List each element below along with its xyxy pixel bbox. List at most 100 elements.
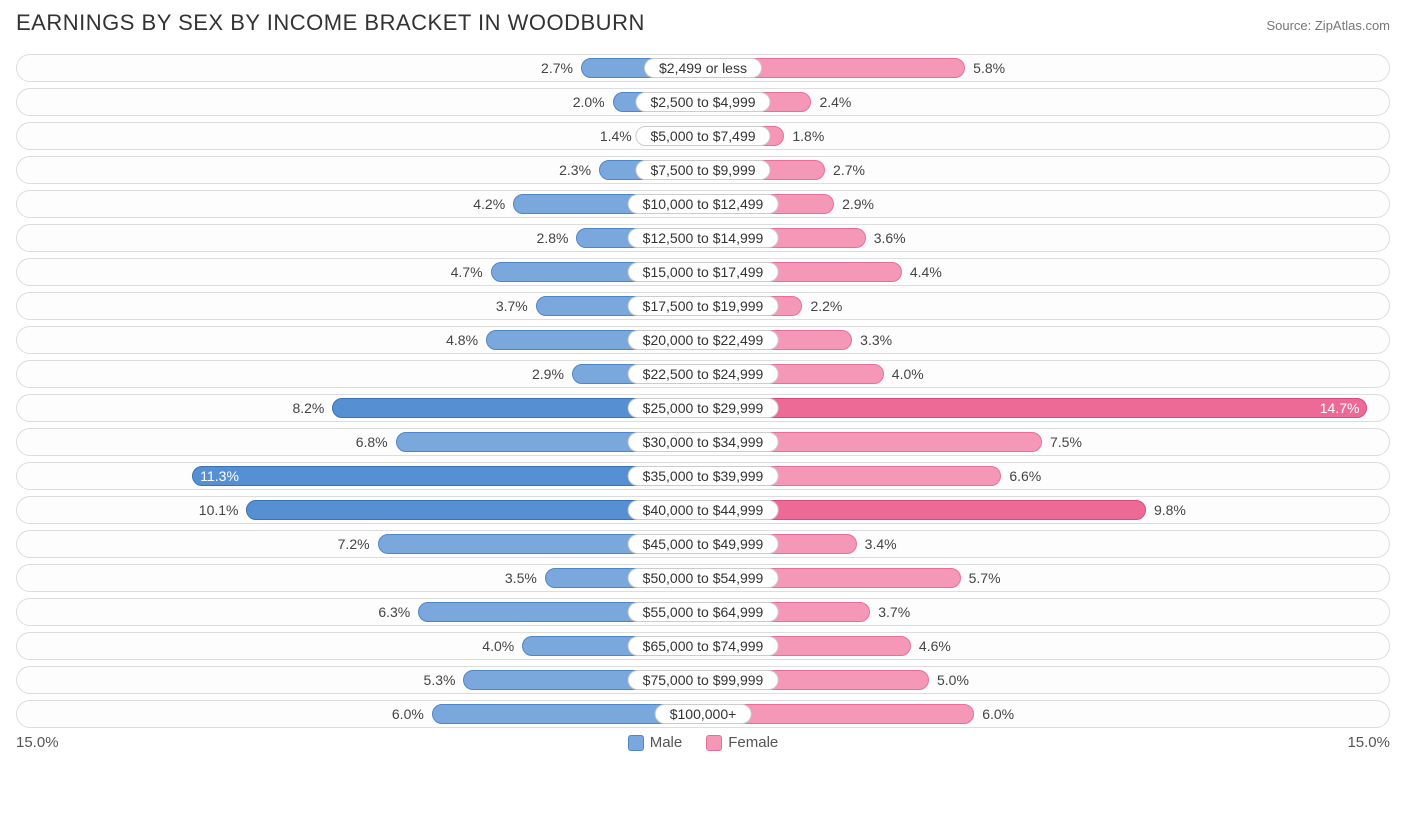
- female-half: 5.7%: [703, 568, 1381, 588]
- female-half: 1.8%: [703, 126, 1381, 146]
- male-half: 8.2%: [25, 398, 703, 418]
- male-value: 6.0%: [384, 706, 432, 722]
- chart-row: 2.3% 2.7% $7,500 to $9,999: [16, 156, 1390, 184]
- female-value: 3.3%: [852, 332, 900, 348]
- male-value: 2.3%: [551, 162, 599, 178]
- male-value: 4.2%: [465, 196, 513, 212]
- female-value: 4.0%: [884, 366, 932, 382]
- male-value: 2.7%: [533, 60, 581, 76]
- female-value: 2.7%: [825, 162, 873, 178]
- category-label: $35,000 to $39,999: [628, 466, 779, 486]
- chart-row: 4.7%4.4%$15,000 to $17,499: [16, 258, 1390, 286]
- female-half: 5.8%: [703, 58, 1381, 78]
- chart-row: 2.8% 3.6% $12,500 to $14,999: [16, 224, 1390, 252]
- female-value: 3.6%: [866, 230, 914, 246]
- legend: Male Female: [76, 734, 1330, 751]
- female-value: 1.8%: [784, 128, 832, 144]
- category-label: $22,500 to $24,999: [628, 364, 779, 384]
- category-label: $55,000 to $64,999: [628, 602, 779, 622]
- legend-female-label: Female: [728, 734, 778, 751]
- axis-max-right: 15.0%: [1330, 734, 1390, 751]
- male-value: 3.5%: [497, 570, 545, 586]
- category-label: $100,000+: [655, 704, 752, 724]
- female-value: 3.4%: [857, 536, 905, 552]
- chart-row: 2.0%2.4%$2,500 to $4,999: [16, 88, 1390, 116]
- chart-row: 5.3%5.0%$75,000 to $99,999: [16, 666, 1390, 694]
- male-half: 6.8%: [25, 432, 703, 452]
- female-value: 5.7%: [961, 570, 1009, 586]
- female-half: 4.0%: [703, 364, 1381, 384]
- male-half: 7.2%: [25, 534, 703, 554]
- male-half: 4.7%: [25, 262, 703, 282]
- female-value: 5.8%: [965, 60, 1013, 76]
- female-half: 3.3%: [703, 330, 1381, 350]
- male-value: 1.4%: [592, 128, 640, 144]
- chart-source: Source: ZipAtlas.com: [1266, 18, 1390, 33]
- female-half: 2.2%: [703, 296, 1381, 316]
- male-value: 4.7%: [443, 264, 491, 280]
- male-half: 3.5%: [25, 568, 703, 588]
- chart-row: 4.2% 2.9% $10,000 to $12,499: [16, 190, 1390, 218]
- chart-row: 3.7%2.2%$17,500 to $19,999: [16, 292, 1390, 320]
- category-label: $12,500 to $14,999: [628, 228, 779, 248]
- axis-max-left: 15.0%: [16, 734, 76, 751]
- chart-row: 4.0%4.6%$65,000 to $74,999: [16, 632, 1390, 660]
- male-half: 2.0%: [25, 92, 703, 112]
- category-label: $7,500 to $9,999: [635, 160, 770, 180]
- female-half: 2.4%: [703, 92, 1381, 112]
- chart-row: 6.3% 3.7% $55,000 to $64,999: [16, 598, 1390, 626]
- diverging-bar-chart: 2.7% 5.8% $2,499 or less 2.0%2.4%$2,500 to …: [16, 54, 1390, 728]
- chart-row: 3.5% 5.7% $50,000 to $54,999: [16, 564, 1390, 592]
- male-value: 6.8%: [348, 434, 396, 450]
- female-half: 2.9%: [703, 194, 1381, 214]
- female-half: 2.7%: [703, 160, 1381, 180]
- female-value: 6.0%: [974, 706, 1022, 722]
- chart-header: EARNINGS BY SEX BY INCOME BRACKET IN WOO…: [16, 10, 1390, 36]
- male-half: 3.7%: [25, 296, 703, 316]
- male-swatch-icon: [628, 735, 644, 751]
- male-half: 4.0%: [25, 636, 703, 656]
- legend-male-label: Male: [650, 734, 683, 751]
- male-half: 1.4%: [25, 126, 703, 146]
- category-label: $2,499 or less: [644, 58, 762, 78]
- category-label: $2,500 to $4,999: [635, 92, 770, 112]
- category-label: $17,500 to $19,999: [628, 296, 779, 316]
- female-value: 9.8%: [1146, 502, 1194, 518]
- male-value: 7.2%: [330, 536, 378, 552]
- female-value: 2.9%: [834, 196, 882, 212]
- male-value: 2.8%: [529, 230, 577, 246]
- female-swatch-icon: [706, 735, 722, 751]
- male-half: 5.3%: [25, 670, 703, 690]
- male-half: 2.3%: [25, 160, 703, 180]
- chart-title: EARNINGS BY SEX BY INCOME BRACKET IN WOO…: [16, 10, 645, 36]
- legend-male: Male: [628, 734, 683, 751]
- male-half: 6.0%: [25, 704, 703, 724]
- male-value: 8.2%: [284, 400, 332, 416]
- female-half: 4.4%: [703, 262, 1381, 282]
- female-half: 3.4%: [703, 534, 1381, 554]
- category-label: $50,000 to $54,999: [628, 568, 779, 588]
- female-value: 14.7%: [1312, 400, 1368, 416]
- chart-row: 4.8%3.3%$20,000 to $22,499: [16, 326, 1390, 354]
- female-value: 7.5%: [1042, 434, 1090, 450]
- female-half: 5.0%: [703, 670, 1381, 690]
- category-label: $10,000 to $12,499: [628, 194, 779, 214]
- male-value: 6.3%: [370, 604, 418, 620]
- category-label: $30,000 to $34,999: [628, 432, 779, 452]
- female-half: 3.7%: [703, 602, 1381, 622]
- female-half: 7.5%: [703, 432, 1381, 452]
- male-value: 4.8%: [438, 332, 486, 348]
- female-value: 5.0%: [929, 672, 977, 688]
- male-half: 6.3%: [25, 602, 703, 622]
- category-label: $25,000 to $29,999: [628, 398, 779, 418]
- male-value: 2.9%: [524, 366, 572, 382]
- category-label: $45,000 to $49,999: [628, 534, 779, 554]
- female-half: 4.6%: [703, 636, 1381, 656]
- female-half: 6.6%: [703, 466, 1381, 486]
- chart-row: 2.9% 4.0% $22,500 to $24,999: [16, 360, 1390, 388]
- male-half: 2.7%: [25, 58, 703, 78]
- female-bar: [703, 398, 1367, 418]
- chart-row: 6.0% 6.0% $100,000+: [16, 700, 1390, 728]
- female-half: 6.0%: [703, 704, 1381, 724]
- female-value: 3.7%: [870, 604, 918, 620]
